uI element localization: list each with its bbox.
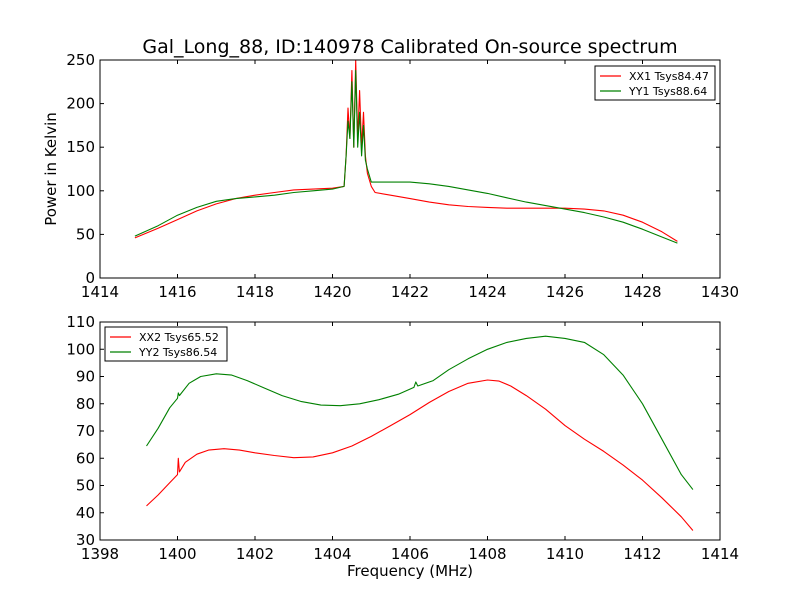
y-tick-label: 50 — [76, 477, 95, 495]
legend-box — [594, 65, 716, 101]
x-tick-label: 1412 — [623, 545, 661, 563]
series-line-1 — [134, 59, 678, 242]
bottom-spectrum-plot: 1398 1400 1402 1404 1406 1408 1410 1412 1414 30 40… — [66, 313, 739, 580]
x-tick-label: 1420 — [313, 283, 351, 301]
y-tick-label: 90 — [76, 368, 95, 386]
y-tick-label: 150 — [66, 138, 95, 156]
y-tick-label: 110 — [66, 313, 95, 331]
legend-entry: YY1 Tsys88.64 — [628, 85, 707, 98]
x-tick-label: 1402 — [236, 545, 274, 563]
top-spectrum-plot: 1414 1416 1418 1420 1422 1424 1426 1428 1430 0 50 1… — [42, 51, 739, 301]
y-tick-label: 80 — [76, 395, 95, 413]
y-tick-label: 200 — [66, 95, 95, 113]
x-tick-label: 1414 — [81, 283, 119, 301]
x-tick-label: 1414 — [701, 545, 739, 563]
x-tick-label: 1422 — [391, 283, 429, 301]
y-tick-label: 30 — [76, 531, 95, 549]
x-tick-label: 1406 — [391, 545, 429, 563]
legend: XX2 Tsys65.52 YY2 Tsys86.54 — [104, 326, 228, 362]
y-tick-label: 0 — [85, 269, 95, 287]
y-axis-label: Power in Kelvin — [42, 112, 60, 226]
x-tick-label: 1428 — [623, 283, 661, 301]
x-axis-label: Frequency (MHz) — [347, 562, 473, 580]
x-tick-label: 1410 — [546, 545, 584, 563]
y-tick-label: 60 — [76, 449, 95, 467]
y-tick-label: 100 — [66, 182, 95, 200]
y-tick-label: 70 — [76, 422, 95, 440]
x-tick-label: 1398 — [81, 545, 119, 563]
series-line-2 — [134, 69, 678, 244]
legend-entry: YY2 Tsys86.54 — [138, 346, 217, 359]
x-tick-label: 1416 — [158, 283, 196, 301]
series-line-2 — [146, 335, 694, 490]
legend-entry: XX1 Tsys84.47 — [629, 70, 709, 83]
x-tick-label: 1426 — [546, 283, 584, 301]
y-tick-label: 50 — [76, 225, 95, 243]
series-line-1 — [146, 379, 694, 531]
y-tick-label: 100 — [66, 340, 95, 358]
x-tick-label: 1424 — [468, 283, 506, 301]
x-tick-label: 1400 — [158, 545, 196, 563]
y-tick-label: 250 — [66, 51, 95, 69]
legend-entry: XX2 Tsys65.52 — [139, 331, 219, 344]
y-tick-label: 40 — [76, 504, 95, 522]
chart-title: Gal_Long_88, ID:140978 Calibrated On-sou… — [142, 36, 677, 58]
x-tick-label: 1408 — [468, 545, 506, 563]
legend-box — [104, 326, 228, 362]
legend: XX1 Tsys84.47 YY1 Tsys88.64 — [594, 65, 716, 101]
x-tick-label: 1418 — [236, 283, 274, 301]
x-tick-label: 1430 — [701, 283, 739, 301]
x-tick-label: 1404 — [313, 545, 351, 563]
